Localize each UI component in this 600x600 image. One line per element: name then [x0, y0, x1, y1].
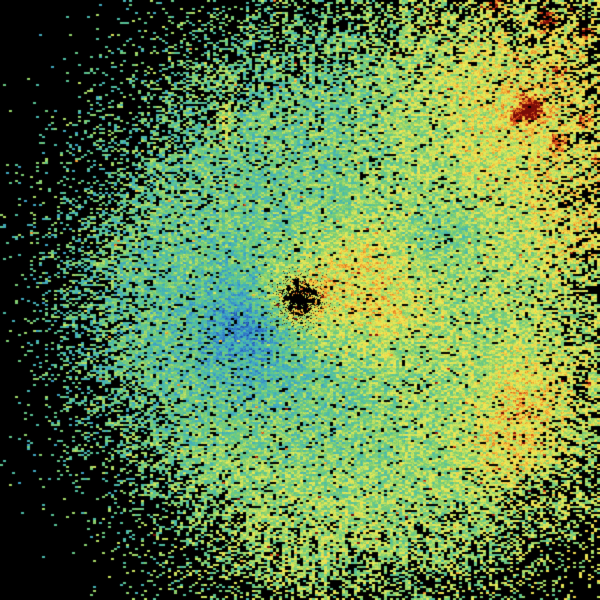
heatmap-figure	[0, 0, 600, 600]
heatmap-canvas	[0, 0, 600, 600]
